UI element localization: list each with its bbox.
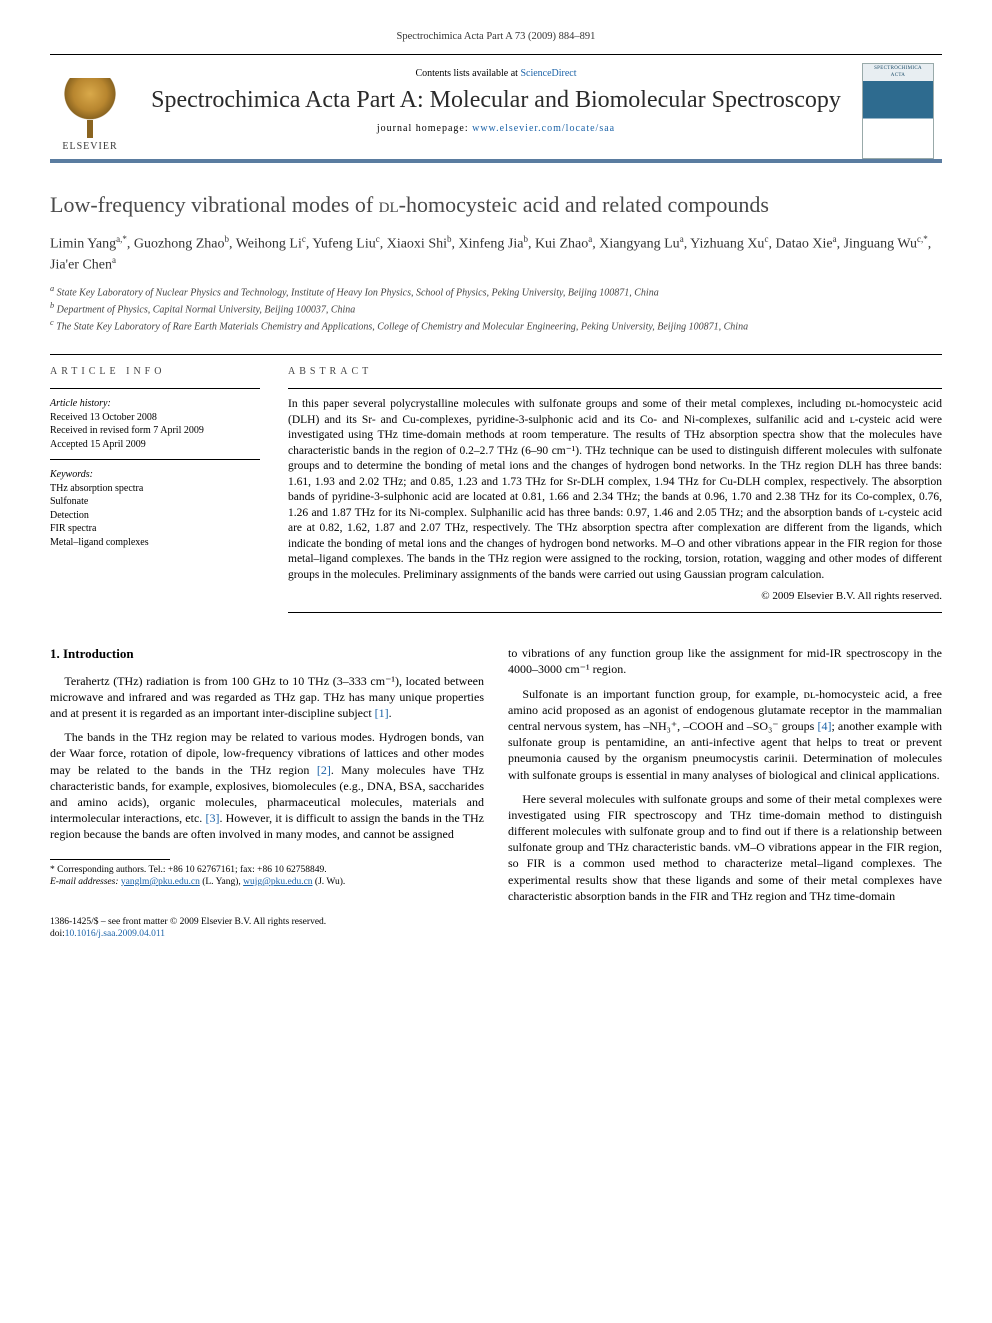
keyword-item: Metal–ligand complexes [50, 536, 260, 550]
abstract-head: abstract [288, 365, 942, 379]
affiliation-a: a State Key Laboratory of Nuclear Physic… [50, 283, 942, 300]
keyword-item: Detection [50, 509, 260, 523]
journal-cover-thumbnail: SPECTROCHIMICA ACTA [862, 63, 934, 159]
body-paragraph: Sulfonate is an important function group… [508, 686, 942, 783]
info-abstract-row: article info Article history: Received 1… [50, 354, 942, 622]
affiliation-b: b Department of Physics, Capital Normal … [50, 300, 942, 317]
article-history: Article history: Received 13 October 200… [50, 397, 260, 451]
journal-homepage-link[interactable]: www.elsevier.com/locate/saa [472, 123, 615, 134]
title-pre: Low-frequency vibrational modes of [50, 192, 379, 217]
p3-text: to vibrations of any function group like… [508, 646, 942, 676]
corresponding-footnote: * Corresponding authors. Tel.: +86 10 62… [50, 864, 484, 889]
section-heading-intro: 1. Introduction [50, 645, 484, 663]
keyword-item: THz absorption spectra [50, 482, 260, 496]
keyword-item: Sulfonate [50, 495, 260, 509]
history-received: Received 13 October 2008 [50, 411, 260, 425]
p5-text: Here several molecules with sulfonate gr… [508, 792, 942, 903]
publisher-block: ELSEVIER [50, 63, 130, 159]
journal-title: Spectrochimica Acta Part A: Molecular an… [142, 87, 850, 115]
issn-line: 1386-1425/$ – see front matter © 2009 El… [50, 916, 942, 928]
keywords-block: Keywords: THz absorption spectra Sulfona… [50, 468, 260, 549]
title-smallcaps: dl [379, 192, 399, 217]
info-rule-2 [50, 459, 260, 460]
journal-banner: ELSEVIER Contents lists available at Sci… [50, 54, 942, 163]
abstract-copyright: © 2009 Elsevier B.V. All rights reserved… [288, 589, 942, 604]
author-list: Limin Yanga,*, Guozhong Zhaob, Weihong L… [50, 233, 942, 276]
affiliation-c-text: The State Key Laboratory of Rare Earth M… [56, 321, 748, 332]
title-post: -homocysteic acid and related compounds [399, 192, 769, 217]
contents-prefix: Contents lists available at [415, 68, 520, 79]
cover-label: SPECTROCHIMICA ACTA [867, 66, 929, 80]
footnote-separator [50, 859, 170, 860]
email-link-1[interactable]: yanglm@pku.edu.cn [121, 877, 200, 887]
abstract-rule-bottom [288, 612, 942, 613]
affiliation-b-text: Department of Physics, Capital Normal Un… [57, 304, 356, 315]
emails-label: E-mail addresses: [50, 877, 121, 887]
history-accepted: Accepted 15 April 2009 [50, 438, 260, 452]
abstract-rule [288, 388, 942, 389]
sciencedirect-link[interactable]: ScienceDirect [520, 68, 576, 79]
elsevier-tree-icon [60, 78, 120, 138]
info-rule [50, 388, 260, 389]
keyword-item: FIR spectra [50, 522, 260, 536]
contents-available-line: Contents lists available at ScienceDirec… [142, 67, 850, 81]
affiliation-c: c The State Key Laboratory of Rare Earth… [50, 317, 942, 334]
abstract-text: In this paper several polycrystalline mo… [288, 397, 942, 583]
footer-meta: 1386-1425/$ – see front matter © 2009 El… [50, 916, 942, 941]
body-paragraph: The bands in the THz region may be relat… [50, 729, 484, 842]
abstract-column: abstract In this paper several polycryst… [288, 354, 942, 622]
history-revised: Received in revised form 7 April 2009 [50, 424, 260, 438]
banner-center: Contents lists available at ScienceDirec… [142, 63, 850, 159]
running-head: Spectrochimica Acta Part A 73 (2009) 884… [50, 30, 942, 44]
affiliation-a-text: State Key Laboratory of Nuclear Physics … [57, 288, 659, 299]
doi-label: doi: [50, 929, 65, 939]
article-info-head: article info [50, 365, 260, 379]
email1-who: (L. Yang), [200, 877, 243, 887]
affiliations: a State Key Laboratory of Nuclear Physic… [50, 283, 942, 333]
body-paragraph: to vibrations of any function group like… [508, 645, 942, 677]
article-info-column: article info Article history: Received 1… [50, 354, 260, 622]
email-link-2[interactable]: wujg@pku.edu.cn [243, 877, 312, 887]
history-label: Article history: [50, 397, 260, 411]
doi-link[interactable]: 10.1016/j.saa.2009.04.011 [65, 929, 165, 939]
p4-text: Sulfonate is an important function group… [508, 687, 942, 782]
body-paragraph: Here several molecules with sulfonate gr… [508, 791, 942, 904]
p1-text: Terahertz (THz) radiation is from 100 GH… [50, 674, 484, 720]
body-paragraph: Terahertz (THz) radiation is from 100 GH… [50, 673, 484, 722]
journal-homepage-line: journal homepage: www.elsevier.com/locat… [142, 122, 850, 136]
cover-thumb-wrap: SPECTROCHIMICA ACTA [862, 63, 942, 159]
homepage-prefix: journal homepage: [377, 123, 472, 134]
corresponding-line: * Corresponding authors. Tel.: +86 10 62… [50, 864, 484, 876]
article-title: Low-frequency vibrational modes of dl-ho… [50, 191, 942, 219]
p2-text: The bands in the THz region may be relat… [50, 730, 484, 841]
publisher-name: ELSEVIER [62, 140, 117, 154]
emails-line: E-mail addresses: yanglm@pku.edu.cn (L. … [50, 876, 484, 888]
email2-who: (J. Wu). [313, 877, 346, 887]
body-two-column: 1. Introduction Terahertz (THz) radiatio… [50, 645, 942, 904]
keywords-label: Keywords: [50, 468, 260, 482]
doi-line: doi:10.1016/j.saa.2009.04.011 [50, 928, 942, 940]
